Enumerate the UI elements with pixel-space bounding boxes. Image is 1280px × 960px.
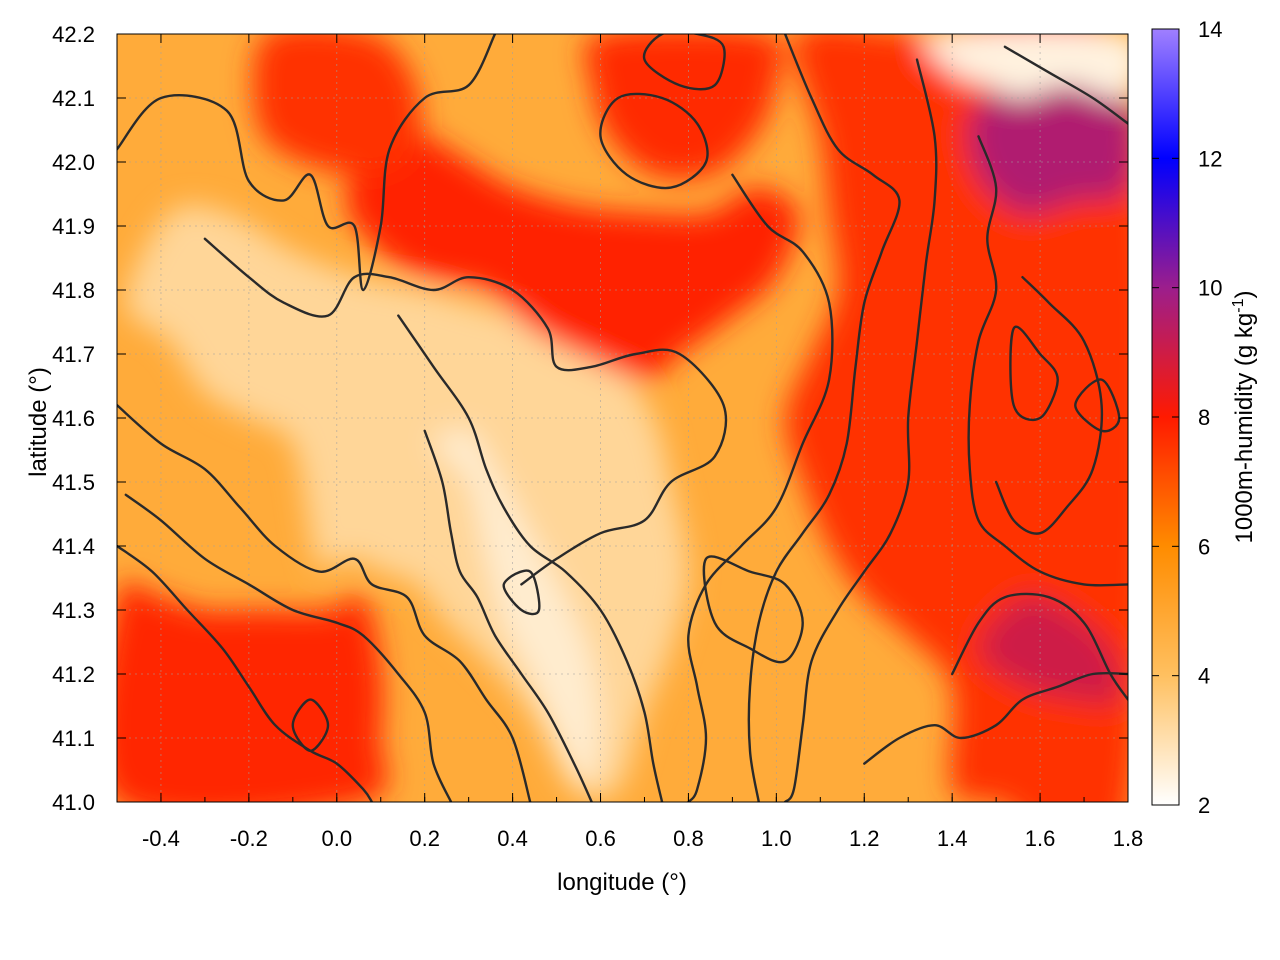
y-tick-label: 41.7 <box>52 342 95 367</box>
colorbar-tick-label: 8 <box>1198 405 1210 430</box>
contour-loop <box>642 34 726 91</box>
y-axis-ticks: 41.0 41.1 41.2 41.3 41.4 41.5 41.6 41.7 41.8 41.9… <box>52 22 1128 815</box>
colorbar-tick-label: 12 <box>1198 146 1222 171</box>
x-tick-label: 1.2 <box>849 826 880 851</box>
colorbar-label-close: ) <box>1231 291 1258 299</box>
contour-line <box>124 493 453 802</box>
x-tick-label: 1.6 <box>1025 826 1056 851</box>
contour-loop <box>599 92 709 190</box>
contour-line <box>1003 45 1128 125</box>
humidity-region-9 <box>923 34 1128 100</box>
x-tick-label: 0.2 <box>409 826 440 851</box>
contour-line <box>994 276 1104 535</box>
humidity-region-7 <box>968 69 1128 215</box>
colorbar-label-superscript: -1 <box>1230 298 1247 312</box>
y-tick-label: 41.3 <box>52 598 95 623</box>
humidity-region-3 <box>345 130 799 380</box>
y-tick-label: 42.0 <box>52 150 95 175</box>
x-tick-label: 0.6 <box>585 826 616 851</box>
colorbar-ticks: 2 4 6 8 10 12 14 <box>1152 17 1222 818</box>
contour-line <box>747 34 901 802</box>
contour-line <box>967 135 1128 587</box>
contour-line <box>203 237 728 586</box>
contour-line <box>687 173 834 802</box>
colorbar-tick-label: 14 <box>1198 17 1222 42</box>
y-tick-label: 41.1 <box>52 726 95 751</box>
x-axis-label: longitude (°) <box>557 869 687 896</box>
humidity-contours <box>117 34 1128 802</box>
x-tick-label: 0.4 <box>497 826 528 851</box>
contour-loop <box>702 555 804 664</box>
contour-line <box>783 58 938 802</box>
x-axis-ticks: -0.4 -0.2 0.0 0.2 0.4 0.6 0.8 1.0 1.2 1.4 1.6 1.8 <box>116 34 1144 851</box>
y-tick-label: 41.0 <box>52 790 95 815</box>
y-tick-label: 41.6 <box>52 406 95 431</box>
contour-line <box>117 544 374 802</box>
x-tick-label: 0.0 <box>321 826 352 851</box>
y-tick-label: 42.1 <box>52 86 95 111</box>
contour-loop <box>1009 325 1059 422</box>
contour-line <box>117 404 532 802</box>
x-tick-label: 1.0 <box>761 826 792 851</box>
x-tick-label: -0.2 <box>230 826 268 851</box>
x-tick-label: 1.8 <box>1113 826 1144 851</box>
x-tick-label: -0.4 <box>142 826 180 851</box>
colorbar-tick-label: 10 <box>1198 276 1222 301</box>
colorbar-label-main: 1000m-humidity (g kg <box>1231 313 1258 544</box>
contour-loop <box>291 698 330 752</box>
colorbar-tick-label: 4 <box>1198 664 1210 689</box>
contour-loop <box>502 569 541 616</box>
y-tick-label: 41.5 <box>52 470 95 495</box>
y-tick-label: 41.9 <box>52 214 95 239</box>
x-tick-label: 0.8 <box>673 826 704 851</box>
colorbar-label: 1000m-humidity (g kg-1) <box>1230 291 1258 544</box>
humidity-region-10 <box>117 581 388 802</box>
x-tick-label: 1.4 <box>937 826 968 851</box>
y-tick-label: 41.8 <box>52 278 95 303</box>
humidity-field <box>117 34 1128 802</box>
colorbar-tick-label: 2 <box>1198 793 1210 818</box>
contour-line <box>397 314 664 802</box>
humidity-region-5 <box>584 34 785 180</box>
humidity-region-2 <box>433 429 601 790</box>
y-tick-label: 41.4 <box>52 534 95 559</box>
y-tick-label: 41.2 <box>52 662 95 687</box>
contour-line <box>863 671 1128 765</box>
y-axis-label: latitude (°) <box>25 367 52 477</box>
colorbar-tick-label: 6 <box>1198 534 1210 559</box>
contour-line <box>423 429 593 802</box>
humidity-region-4 <box>252 34 422 176</box>
contour-line <box>117 34 497 292</box>
y-tick-label: 42.2 <box>52 22 95 47</box>
